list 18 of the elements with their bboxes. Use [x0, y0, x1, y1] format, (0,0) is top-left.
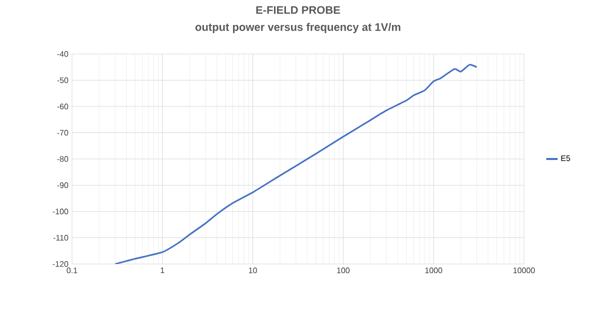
x-tick-label: 10000	[513, 268, 535, 274]
y-tick-label: -110	[53, 234, 68, 241]
y-tick-label: -60	[57, 104, 68, 110]
legend-label: E5	[561, 155, 570, 162]
y-tick-label: -90	[57, 182, 68, 188]
y-tick-label: -50	[57, 77, 68, 84]
x-tick-label: 10	[248, 268, 257, 274]
x-tick-label: 1	[160, 268, 164, 274]
y-tick-label: -100	[52, 208, 68, 214]
y-tick-label: -80	[57, 156, 68, 162]
y-tick-label: -40	[57, 51, 68, 57]
x-tick-label: 100	[337, 268, 350, 274]
x-tick-label: 1000	[425, 268, 442, 274]
chart-subtitle: output power versus frequency at 1V/m	[195, 22, 400, 34]
y-tick-label: -70	[57, 130, 68, 136]
x-tick-label: 0.1	[66, 268, 78, 274]
y-tick-label: -120	[52, 261, 68, 267]
chart-title: E-FIELD PROBE	[256, 6, 340, 14]
